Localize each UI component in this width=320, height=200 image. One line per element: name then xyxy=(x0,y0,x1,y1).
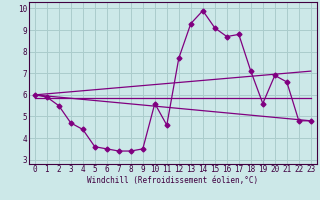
X-axis label: Windchill (Refroidissement éolien,°C): Windchill (Refroidissement éolien,°C) xyxy=(87,176,258,185)
